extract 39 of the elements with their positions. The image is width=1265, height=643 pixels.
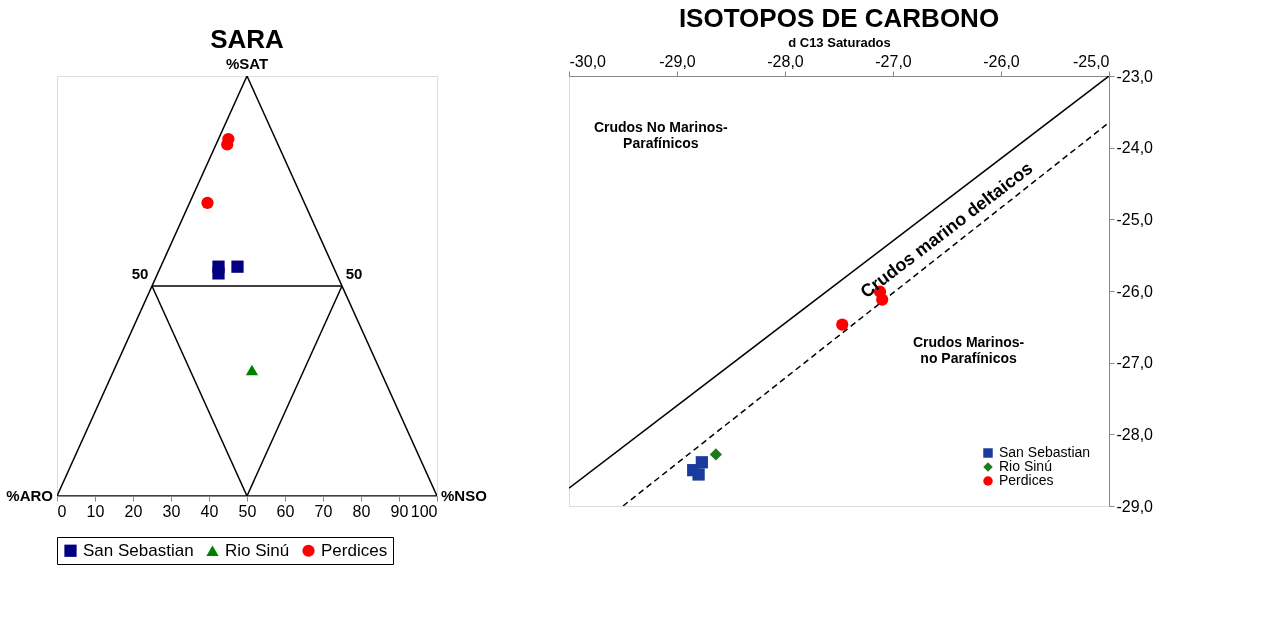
x-tick-label: 10 — [86, 502, 105, 520]
text: %NSO — [441, 487, 488, 504]
x-tick-label: -27,0 — [875, 52, 912, 70]
y-tick-label: -27,0 — [1116, 354, 1154, 372]
annotation: 50 — [131, 265, 149, 282]
y-tick-label: -28,0 — [1116, 425, 1154, 443]
annotation: Crudos Marinos- no Parafínicos — [912, 333, 1025, 366]
x-tick-label: 0 — [57, 502, 67, 520]
y-tick-label: -23,0 — [1116, 67, 1154, 85]
x-tick-label: 90 — [390, 502, 409, 520]
x-tick-label: 20 — [124, 502, 143, 520]
y-tick-label: -25,0 — [1116, 210, 1154, 228]
legend-label: San Sebastian — [83, 540, 194, 560]
x-tick-label: 60 — [276, 502, 295, 520]
legend-label: Rio Sinú — [999, 458, 1052, 474]
x-tick-label: 30 — [162, 502, 181, 520]
annotation: 50 — [345, 265, 363, 282]
x-tick-label: 50 — [238, 502, 257, 520]
x-tick-label: -26,0 — [983, 52, 1020, 70]
x-tick-label: 70 — [314, 502, 333, 520]
chart-title: SARA — [210, 24, 285, 54]
x-tick-label: -28,0 — [767, 52, 804, 70]
x-tick-label: -25,0 — [1073, 52, 1110, 70]
x-tick-label: 40 — [200, 502, 219, 520]
legend-label: Perdices — [999, 472, 1054, 488]
y-tick-label: -24,0 — [1116, 139, 1154, 157]
chart-title: ISOTOPOS DE CARBONO — [678, 3, 1000, 33]
x-axis-title: d C13 Saturados — [788, 34, 891, 50]
text: %SAT — [225, 55, 269, 72]
legend-label: Perdices — [321, 540, 388, 560]
x-tick-label: 80 — [352, 502, 371, 520]
y-tick-label: -26,0 — [1116, 282, 1154, 300]
x-tick-label: -29,0 — [659, 52, 696, 70]
legend-label: Rio Sinú — [225, 540, 290, 560]
legend-label: San Sebastian — [999, 444, 1091, 460]
x-tick-label: 100 — [410, 502, 438, 520]
text: %ARO — [6, 487, 54, 504]
annotation: Crudos No Marinos- Parafínicos — [593, 118, 729, 151]
x-tick-label: -30,0 — [569, 52, 607, 70]
